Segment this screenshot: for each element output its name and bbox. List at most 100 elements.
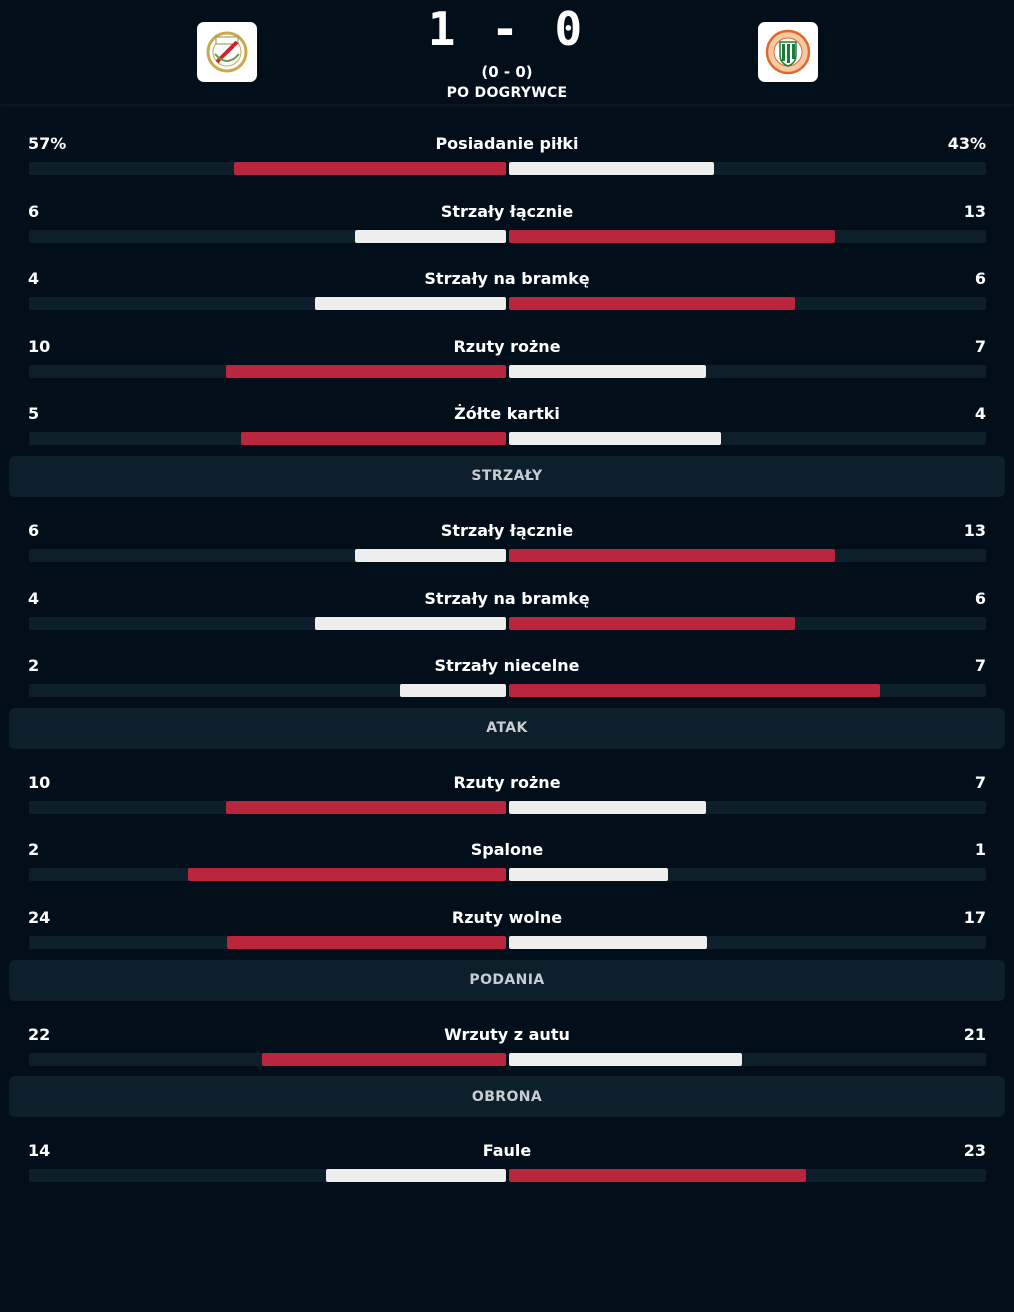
stat-away-value: 43% [947,134,986,153]
away-bar-fill [509,548,836,562]
away-bar-fill [509,364,706,378]
home-bar-track [29,364,506,378]
stat-name: Strzały łącznie [440,201,574,221]
match-header: 1 - 0 (0 - 0) PO DOGRYWCE [0,0,1014,104]
stat-away-value: 17 [963,907,986,927]
section-header: ATAK [9,707,1005,749]
home-bar-fill [355,548,506,562]
stat-name: Rzuty rożne [453,336,561,356]
away-bar-track [509,364,986,378]
stat-away-value: 23 [963,1141,986,1161]
home-bar-track [29,548,506,562]
stat-row: 24 Rzuty wolne 17 [0,884,1014,952]
home-bar-track [29,1052,506,1066]
section-header: OBRONA [9,1076,1005,1118]
stat-home-value: 57% [28,134,67,153]
stat-home-value: 10 [28,772,51,792]
stat-home-value: 6 [28,201,40,221]
home-bar-track [29,684,506,698]
away-bar-track [509,1052,986,1066]
stat-home-value: 2 [28,656,40,676]
stat-away-value: 7 [974,772,986,792]
stat-name: Strzały niecelne [434,656,580,676]
stat-away-value: 6 [974,588,986,608]
away-bar-track [509,229,986,243]
home-team-logo[interactable] [197,22,257,82]
away-bar-fill [509,935,707,949]
away-bar-track [509,684,986,698]
home-club-crest-icon [206,31,248,73]
home-bar-fill [355,229,506,243]
away-bar-fill [509,868,668,882]
stat-row: 4 Strzały na bramkę 6 [0,565,1014,633]
stat-away-value: 7 [974,336,986,356]
home-bar-fill [225,364,506,378]
section-header: STRZAŁY [9,455,1005,497]
home-bar-track [29,800,506,814]
away-club-crest-icon [765,29,811,75]
stat-name: Posiadanie piłki [435,134,579,153]
stat-name: Strzały na bramkę [424,269,590,289]
away-bar-track [509,1169,986,1183]
away-bar-track [509,548,986,562]
stat-row: 5 Żółte kartki 4 [0,380,1014,448]
match-score: 1 - 0 [427,2,587,56]
stat-home-value: 10 [28,336,51,356]
home-bar-track [29,1169,506,1183]
stat-away-value: 13 [963,201,986,221]
stat-name: Strzały na bramkę [424,588,590,608]
stat-name: Rzuty wolne [451,907,563,927]
away-bar-fill [509,297,796,311]
away-bar-track [509,432,986,446]
stat-home-value: 4 [28,269,40,289]
home-bar-track [29,297,506,311]
stat-name: Wrzuty z autu [444,1024,570,1044]
home-bar-track [29,162,506,175]
stat-away-value: 13 [963,520,986,540]
away-bar-track [509,162,986,175]
stat-home-value: 2 [28,840,40,860]
stat-name: Strzały łącznie [440,520,574,540]
home-bar-fill [325,1169,506,1183]
away-team-logo[interactable] [758,22,818,82]
away-bar-fill [509,432,721,446]
stat-row: 4 Strzały na bramkę 6 [0,245,1014,313]
away-bar-fill [509,1169,806,1183]
stat-away-value: 6 [974,269,986,289]
home-bar-fill [240,432,506,446]
stat-name: Spalone [470,840,544,860]
stat-row: 22 Wrzuty z autu 21 [0,1001,1014,1069]
home-bar-fill [225,800,506,814]
home-bar-track [29,432,506,446]
stat-name: Faule [482,1141,532,1161]
home-bar-track [29,616,506,630]
stat-home-value: 22 [28,1024,51,1044]
away-bar-fill [509,800,706,814]
halftime-score: (0 - 0) [481,63,533,81]
away-bar-fill [509,684,881,698]
stat-row: 14 Faule 23 [0,1117,1014,1185]
home-bar-fill [400,684,506,698]
home-bar-fill [261,1052,506,1066]
away-bar-fill [509,616,796,630]
stat-name: Rzuty rożne [453,772,561,792]
stat-away-value: 1 [974,840,986,860]
home-bar-track [29,229,506,243]
stat-row: 10 Rzuty rożne 7 [0,749,1014,817]
stat-home-value: 4 [28,588,40,608]
stat-home-value: 6 [28,520,40,540]
stat-away-value: 4 [974,404,986,424]
away-bar-track [509,868,986,882]
away-bar-track [509,616,986,630]
stat-row: 6 Strzały łącznie 13 [0,178,1014,246]
stat-row: 6 Strzały łącznie 13 [0,497,1014,565]
stat-home-value: 5 [28,404,40,424]
stat-row: 2 Spalone 1 [0,816,1014,884]
home-bar-fill [187,868,506,882]
section-header: PODANIA [9,959,1005,1001]
stat-row: 10 Rzuty rożne 7 [0,313,1014,381]
stat-row: 2 Strzały niecelne 7 [0,632,1014,700]
away-bar-track [509,935,986,949]
stat-row: 57% Posiadanie piłki 43% [0,110,1014,178]
away-bar-track [509,297,986,311]
